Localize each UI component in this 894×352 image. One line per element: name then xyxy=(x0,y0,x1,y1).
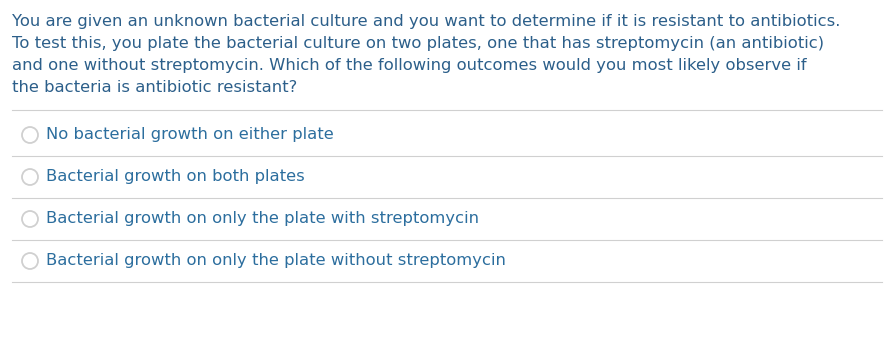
Text: Bacterial growth on only the plate without streptomycin: Bacterial growth on only the plate witho… xyxy=(46,253,506,269)
Text: You are given an unknown bacterial culture and you want to determine if it is re: You are given an unknown bacterial cultu… xyxy=(12,14,840,29)
Text: and one without streptomycin. Which of the following outcomes would you most lik: and one without streptomycin. Which of t… xyxy=(12,58,806,73)
Text: No bacterial growth on either plate: No bacterial growth on either plate xyxy=(46,127,333,143)
Text: Bacterial growth on both plates: Bacterial growth on both plates xyxy=(46,170,305,184)
Text: Bacterial growth on only the plate with streptomycin: Bacterial growth on only the plate with … xyxy=(46,212,479,226)
Text: To test this, you plate the bacterial culture on two plates, one that has strept: To test this, you plate the bacterial cu… xyxy=(12,36,824,51)
Text: the bacteria is antibiotic resistant?: the bacteria is antibiotic resistant? xyxy=(12,80,297,95)
